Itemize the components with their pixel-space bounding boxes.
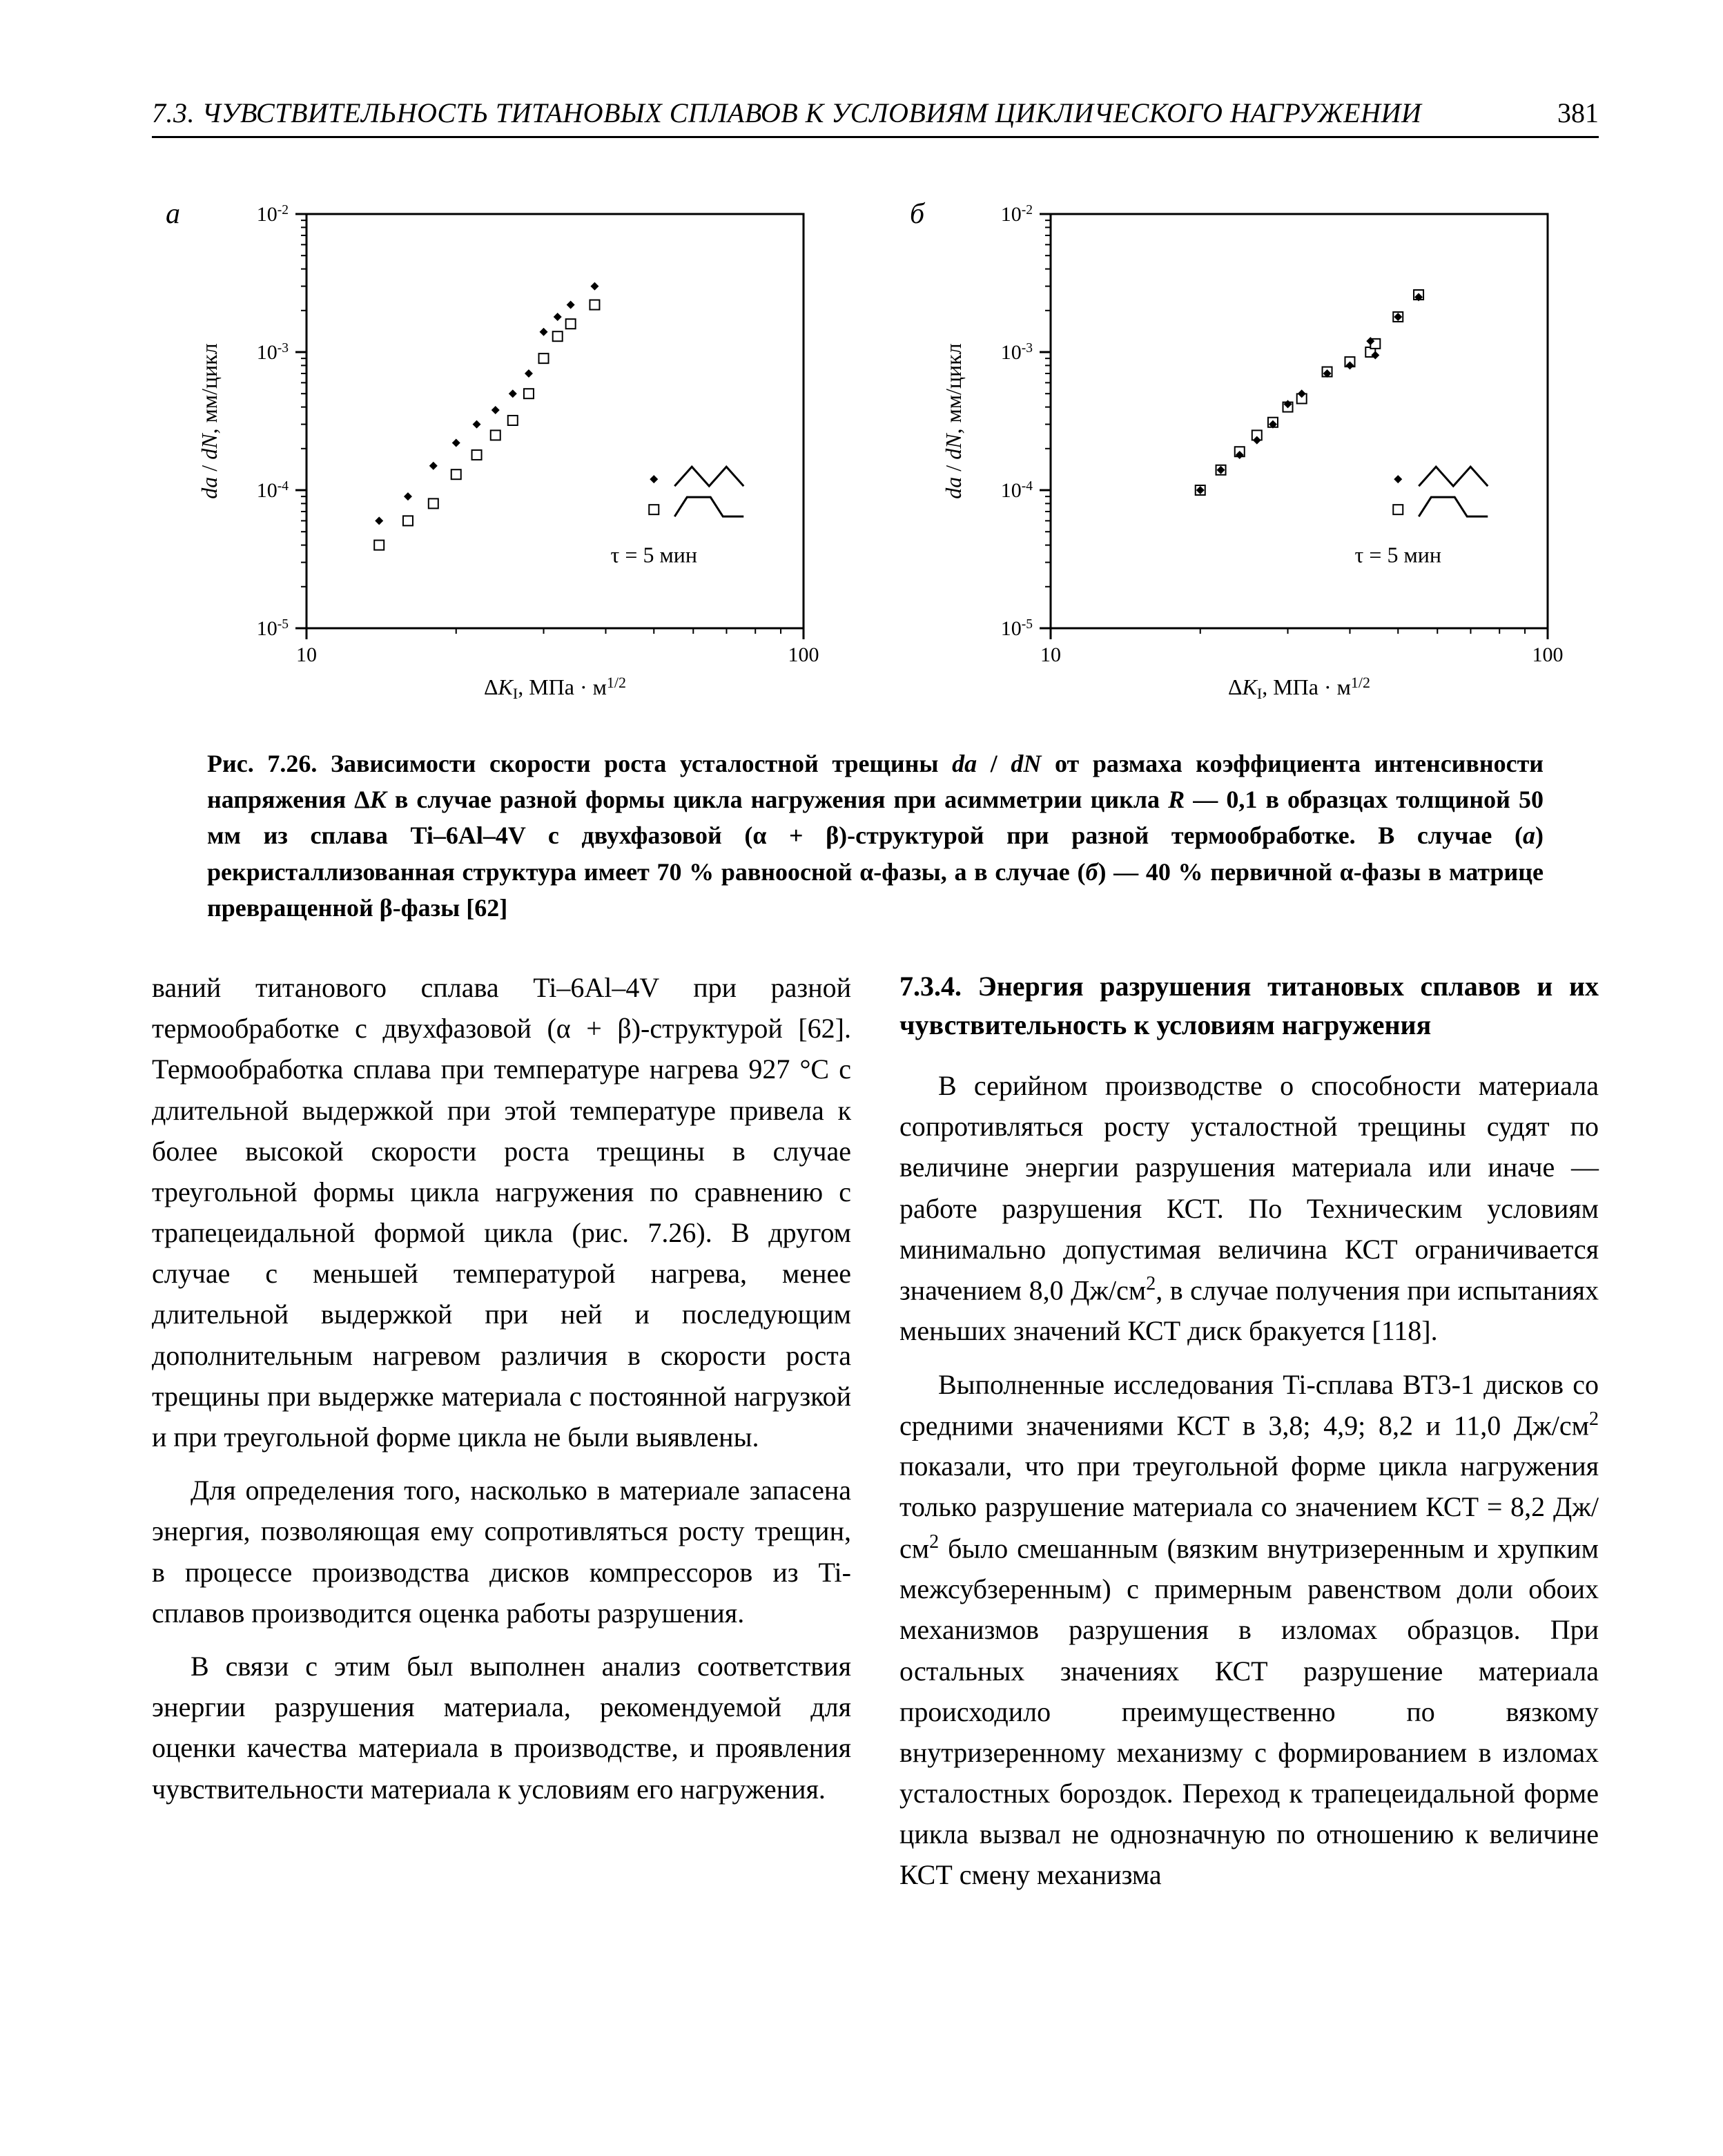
svg-text:ΔKI, МПа · м1/2: ΔKI, МПа · м1/2 — [1228, 674, 1370, 702]
svg-text:da / dN, мм/цикл: da / dN, мм/цикл — [197, 343, 222, 498]
svg-text:ΔKI, МПа · м1/2: ΔKI, МПа · м1/2 — [484, 674, 626, 702]
svg-text:10-3: 10-3 — [1001, 341, 1033, 364]
figure-caption: Рис. 7.26. Зависимости скорости роста ус… — [207, 746, 1544, 926]
chart-a: 10-5 10-4 10-3 10-2 10 100 ΔKI, МПа · м1/2 da /… — [175, 193, 831, 718]
svg-text:10: 10 — [296, 643, 317, 666]
paragraph: Выполненные исследования Ti-сплава ВТ3-1… — [899, 1364, 1599, 1896]
column-right: 7.3.4. Энергия разрушения титановых спла… — [899, 967, 1599, 1908]
paragraph: Для определения того, насколько в матери… — [152, 1470, 851, 1633]
page-number: 381 — [1557, 97, 1599, 129]
svg-text:10: 10 — [1040, 643, 1061, 666]
chart-b: 10-5 10-4 10-3 10-2 10 100 ΔKI, МПа · м1/2 da /… — [919, 193, 1575, 718]
paragraph: ваний титанового сплава Ti–6Al–4V при ра… — [152, 967, 851, 1457]
svg-text:10-5: 10-5 — [1001, 617, 1033, 640]
svg-text:10-4: 10-4 — [1001, 479, 1033, 502]
paragraph: В связи с этим был выполнен анализ соотв… — [152, 1646, 851, 1809]
svg-text:da / dN, мм/цикл: da / dN, мм/цикл — [941, 343, 966, 498]
figure-panel-a: а 10-5 10-4 10-3 10-2 10 100 ΔKI, МПа · м1/2 da… — [152, 193, 855, 718]
svg-text:10-2: 10-2 — [257, 203, 289, 226]
svg-text:10-4: 10-4 — [257, 479, 289, 502]
svg-text:100: 100 — [788, 643, 819, 666]
svg-text:τ = 5 мин: τ = 5 мин — [611, 543, 697, 567]
figure-panel-b: б 10-5 10-4 10-3 10-2 10 100 ΔKI, МПа · м1/2 da… — [896, 193, 1599, 718]
panel-a-label: а — [166, 197, 180, 231]
panel-b-label: б — [910, 197, 924, 231]
svg-text:10-5: 10-5 — [257, 617, 289, 640]
section-heading: 7.3.4. Энергия разрушения титановых спла… — [899, 967, 1599, 1045]
svg-text:τ = 5 мин: τ = 5 мин — [1355, 543, 1441, 567]
column-left: ваний титанового сплава Ti–6Al–4V при ра… — [152, 967, 851, 1908]
figure-row: а 10-5 10-4 10-3 10-2 10 100 ΔKI, МПа · м1/2 da… — [152, 193, 1599, 718]
page: 7.3. ЧУВСТВИТЕЛЬНОСТЬ ТИТАНОВЫХ СПЛАВОВ … — [0, 0, 1723, 2156]
running-head-title: 7.3. ЧУВСТВИТЕЛЬНОСТЬ ТИТАНОВЫХ СПЛАВОВ … — [152, 97, 1421, 129]
svg-text:10-3: 10-3 — [257, 341, 289, 364]
svg-text:10-2: 10-2 — [1001, 203, 1033, 226]
svg-text:100: 100 — [1532, 643, 1564, 666]
body-columns: ваний титанового сплава Ti–6Al–4V при ра… — [152, 967, 1599, 1908]
paragraph: В серийном производстве о способности ма… — [899, 1065, 1599, 1352]
running-head: 7.3. ЧУВСТВИТЕЛЬНОСТЬ ТИТАНОВЫХ СПЛАВОВ … — [152, 97, 1599, 138]
